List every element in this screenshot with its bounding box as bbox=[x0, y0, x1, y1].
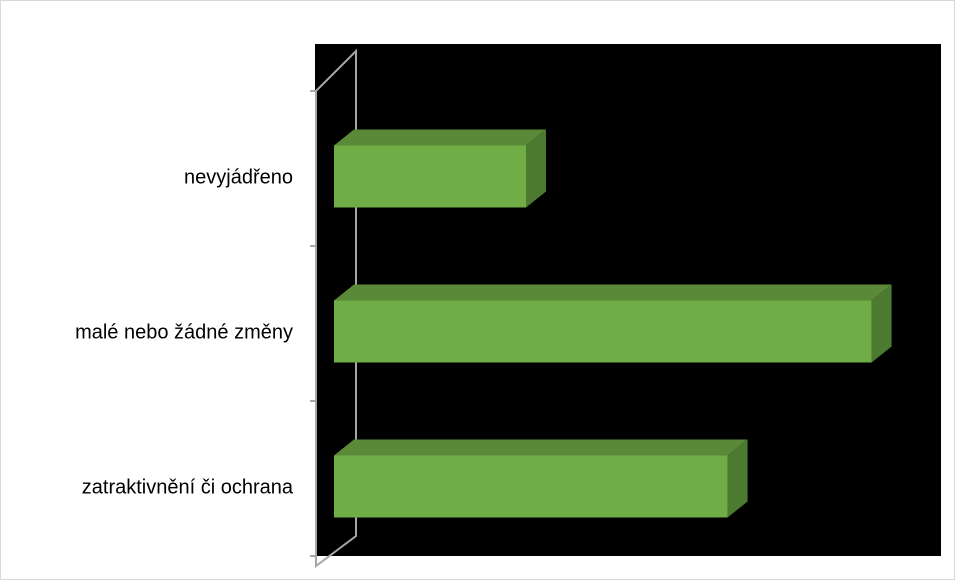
bar-side-face bbox=[871, 284, 892, 363]
category-label: nevyjádřeno bbox=[184, 167, 293, 189]
bar bbox=[334, 300, 872, 363]
bar-top-face bbox=[334, 284, 892, 301]
bar-top-face bbox=[334, 439, 748, 456]
bars bbox=[334, 129, 892, 518]
bar-side-face bbox=[727, 439, 748, 518]
category-axis-wall bbox=[315, 48, 357, 568]
category-axis bbox=[310, 48, 357, 568]
bar bbox=[334, 145, 526, 208]
bar bbox=[334, 455, 728, 518]
bar-side-face bbox=[526, 129, 546, 208]
bar-group bbox=[334, 284, 892, 363]
category-label: malé nebo žádné změny bbox=[75, 322, 293, 344]
category-labels: nevyjádřeno malé nebo žádné změny zatrakti… bbox=[75, 167, 294, 499]
bar-top-face bbox=[334, 129, 546, 146]
bar-group bbox=[334, 439, 748, 518]
bar-group bbox=[334, 129, 546, 208]
category-label: zatraktivnění či ochrana bbox=[82, 477, 294, 499]
